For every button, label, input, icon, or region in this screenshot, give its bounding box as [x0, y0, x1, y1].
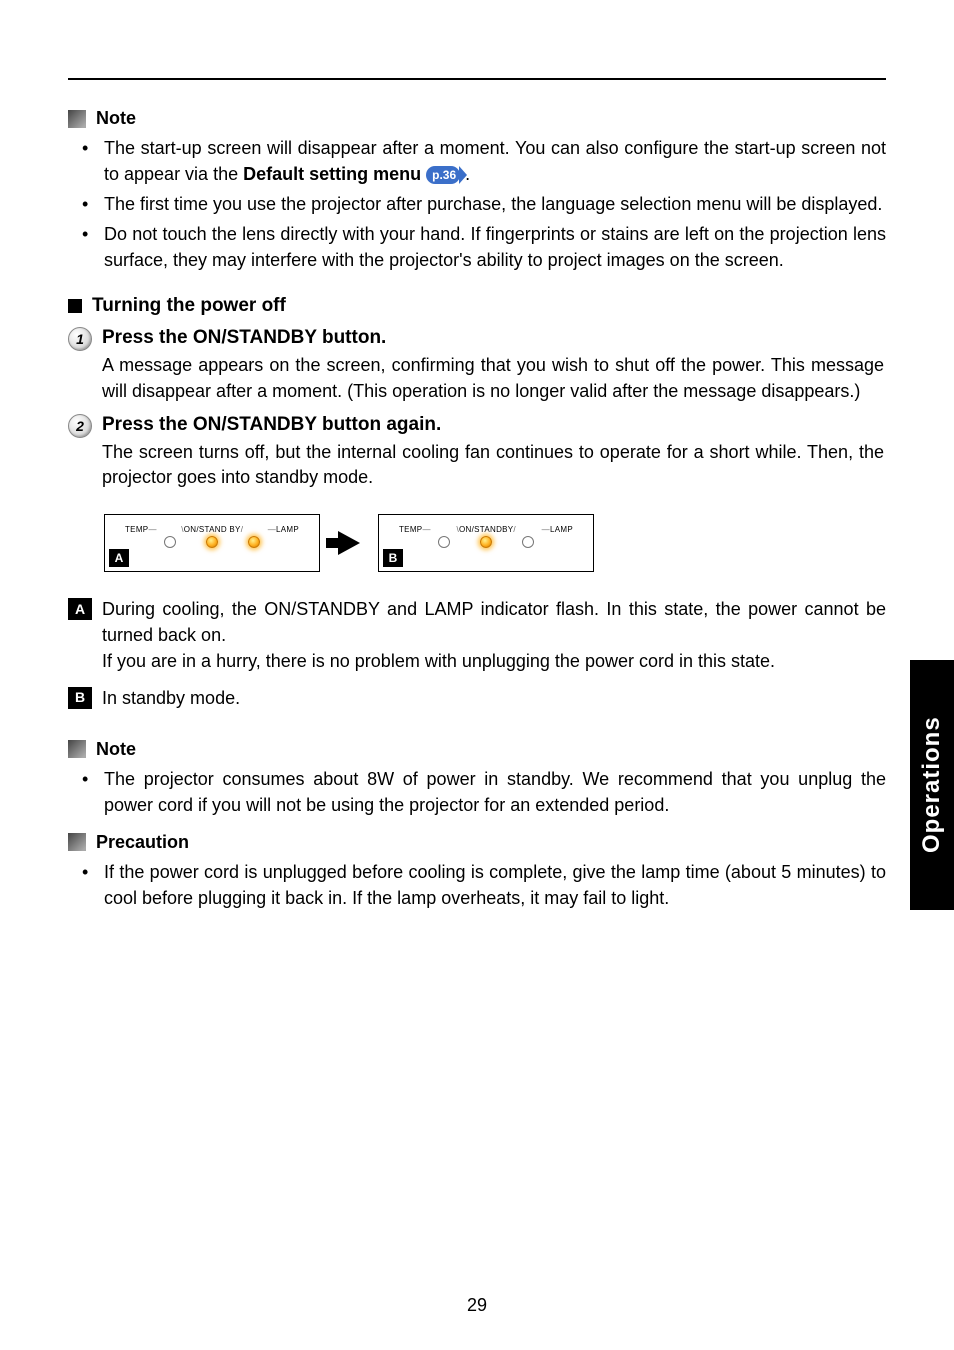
step-1-text: A message appears on the screen, confirm… — [102, 353, 886, 403]
precaution-header: Precaution — [68, 832, 886, 853]
ind-b-label-temp: TEMP — [399, 525, 422, 534]
indicator-b-badge: B — [383, 549, 403, 567]
ind-b-label-lamp: LAMP — [550, 525, 573, 534]
precaution-heading: Precaution — [96, 832, 189, 853]
page: Note The start-up screen will disappear … — [0, 0, 954, 1350]
note1-i0-pre: The start-up screen will disappear after… — [104, 138, 886, 184]
indicator-a-lights — [121, 536, 303, 548]
indicator-a-badge: A — [109, 549, 129, 567]
note1-header: Note — [68, 108, 886, 129]
step-number-2: 2 — [68, 414, 92, 438]
step-number-1: 1 — [68, 327, 92, 351]
step-2-icon: 2 — [68, 414, 94, 440]
ind-b-temp-light — [438, 536, 450, 548]
ind-a-label-temp: TEMP — [125, 525, 148, 534]
step-2-text: The screen turns off, but the internal c… — [102, 440, 886, 490]
indicator-box-b: TEMP— \ON/STANDBY/ —LAMP B — [378, 514, 594, 572]
arrow-right-icon — [338, 531, 360, 555]
note2-list: The projector consumes about 8W of power… — [68, 766, 886, 818]
legend-a: A During cooling, the ON/STANDBY and LAM… — [68, 596, 886, 648]
ind-b-standby-light — [480, 536, 492, 548]
note1-list: The start-up screen will disappear after… — [68, 135, 886, 273]
ind-a-lamp-light — [248, 536, 260, 548]
note2-header: Note — [68, 739, 886, 760]
precaution-list: If the power cord is unplugged before co… — [68, 859, 886, 911]
indicator-b-labels: TEMP— \ON/STANDBY/ —LAMP — [395, 525, 577, 534]
side-tab-operations: Operations — [910, 660, 954, 910]
power-off-heading: Turning the power off — [92, 295, 286, 317]
indicator-a-labels: TEMP— \ON/STAND BY/ —LAMP — [121, 525, 303, 534]
legend-a-badge: A — [68, 598, 92, 620]
ind-a-label-lamp: LAMP — [276, 525, 299, 534]
step-1: 1 Press the ON/STANDBY button. A message… — [68, 327, 886, 403]
ind-a-standby-light — [206, 536, 218, 548]
note1-i0-bold: Default setting menu — [243, 164, 421, 184]
note1-item-2: Do not touch the lens directly with your… — [104, 221, 886, 273]
power-off-header: Turning the power off — [68, 295, 886, 317]
note-marker-icon — [68, 740, 86, 758]
ind-a-temp-light — [164, 536, 176, 548]
indicator-box-a: TEMP— \ON/STAND BY/ —LAMP A — [104, 514, 320, 572]
precaution-item-0: If the power cord is unplugged before co… — [104, 859, 886, 911]
step-1-title: Press the ON/STANDBY button. — [102, 327, 886, 349]
note-marker-icon — [68, 110, 86, 128]
note1-heading: Note — [96, 108, 136, 129]
ind-b-lamp-light — [522, 536, 534, 548]
step-2-title: Press the ON/STANDBY button again. — [102, 414, 886, 436]
top-rule — [68, 78, 886, 80]
ind-a-label-standby: ON/STAND BY — [184, 525, 241, 534]
legend: A During cooling, the ON/STANDBY and LAM… — [68, 596, 886, 710]
step-1-icon: 1 — [68, 327, 94, 353]
note1-item-0: The start-up screen will disappear after… — [104, 135, 886, 187]
note-marker-icon — [68, 833, 86, 851]
indicator-diagram: TEMP— \ON/STAND BY/ —LAMP A TEMP— \ON/ST… — [104, 514, 886, 572]
step-2: 2 Press the ON/STANDBY button again. The… — [68, 414, 886, 490]
legend-b-text: In standby mode. — [102, 685, 886, 711]
legend-b-badge: B — [68, 687, 92, 709]
note2-item-0: The projector consumes about 8W of power… — [104, 766, 886, 818]
square-bullet-icon — [68, 299, 82, 313]
page-ref-badge[interactable]: p.36 — [426, 166, 460, 184]
legend-a-line1: During cooling, the ON/STANDBY and LAMP … — [102, 596, 886, 648]
page-number: 29 — [0, 1295, 954, 1316]
legend-a-line2: If you are in a hurry, there is no probl… — [68, 648, 886, 674]
legend-b: B In standby mode. — [68, 685, 886, 711]
ind-b-label-standby: ON/STANDBY — [459, 525, 513, 534]
note2-heading: Note — [96, 739, 136, 760]
indicator-b-lights — [395, 536, 577, 548]
note1-item-1: The first time you use the projector aft… — [104, 191, 886, 217]
